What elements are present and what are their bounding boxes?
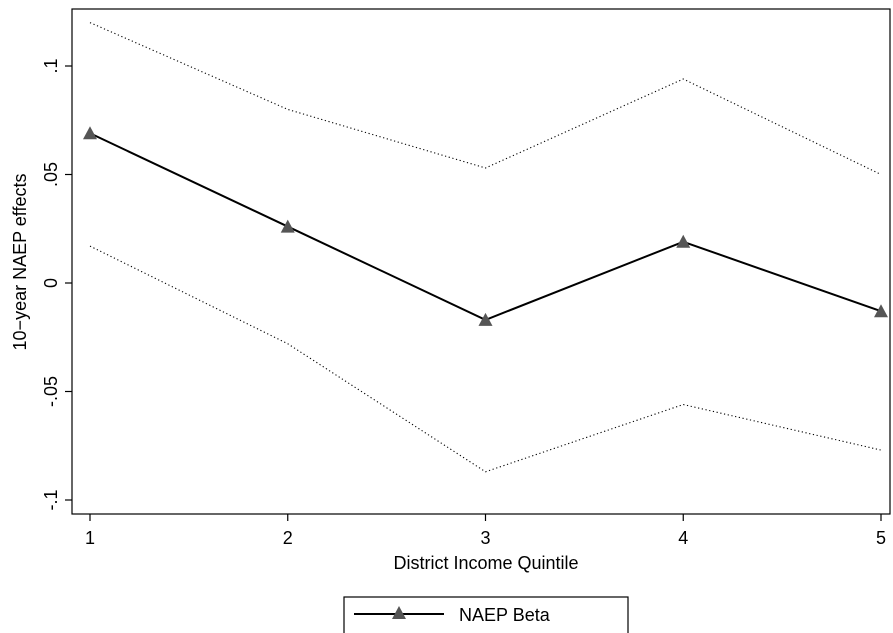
series-layer — [83, 22, 888, 473]
upper-ci-line — [89, 22, 882, 175]
x-tick-label: 5 — [876, 528, 886, 548]
data-point — [83, 126, 97, 140]
x-tick-label: 2 — [283, 528, 293, 548]
legend: NAEP Beta — [343, 596, 629, 633]
y-tick-label: .05 — [41, 162, 61, 187]
data-point — [478, 312, 493, 326]
x-tick-label: 3 — [480, 528, 490, 548]
data-point — [280, 219, 295, 233]
data-point — [874, 304, 888, 318]
lower-ci-line — [89, 245, 882, 473]
axis-layer: -.1 -.05 0 .05 .1 1 2 3 4 5 — [41, 58, 886, 548]
naep-beta-line — [89, 132, 882, 321]
y-tick-label: -.1 — [41, 489, 61, 510]
y-tick-label: 0 — [41, 278, 61, 288]
data-point — [676, 234, 691, 248]
legend-label: NAEP Beta — [459, 605, 551, 625]
legend-triangle-marker — [392, 606, 406, 619]
x-axis-title: District Income Quintile — [393, 553, 578, 573]
y-tick-label: .1 — [41, 58, 61, 73]
x-tick-label: 1 — [85, 528, 95, 548]
y-tick-label: -.05 — [41, 376, 61, 407]
y-axis-title: 10−year NAEP effects — [10, 174, 30, 351]
plot-frame — [71, 8, 891, 515]
x-tick-label: 4 — [678, 528, 688, 548]
legend-box — [343, 596, 629, 633]
